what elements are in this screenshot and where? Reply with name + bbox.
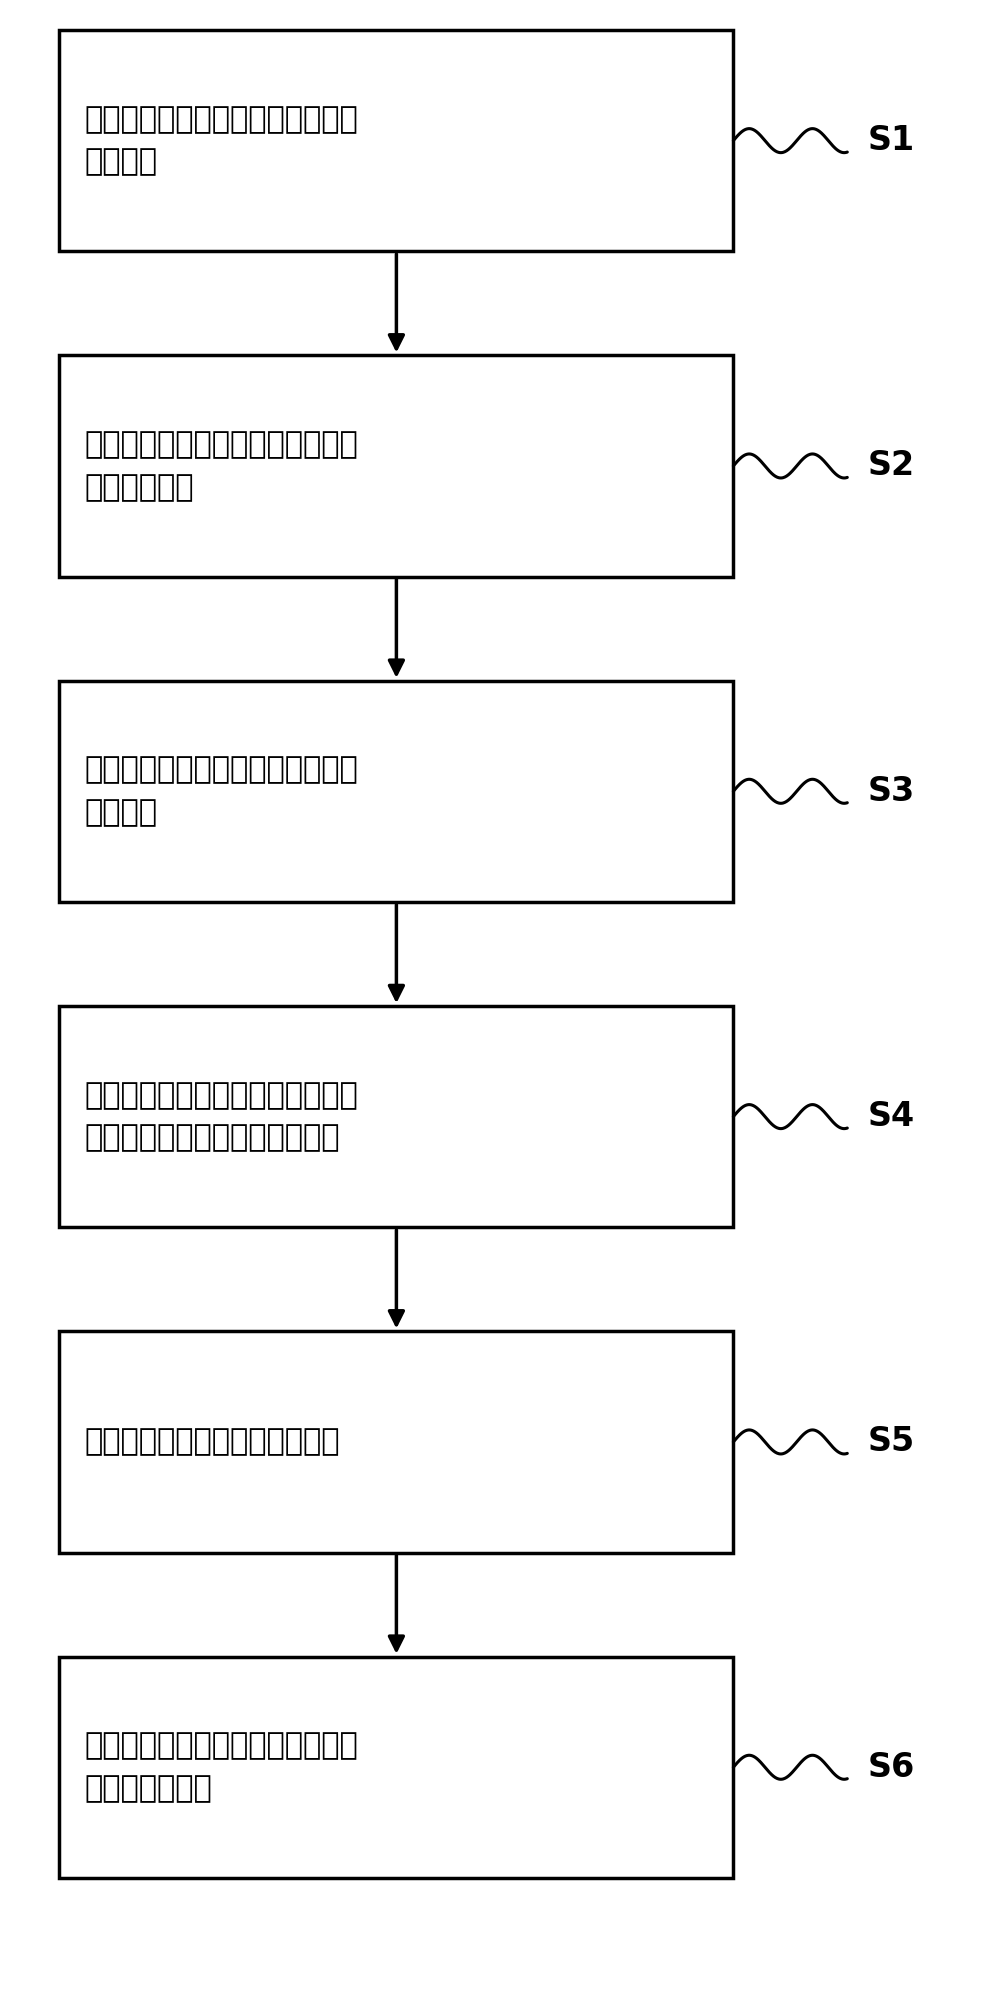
- Bar: [59, 30, 733, 252]
- Text: 验证进行同步数据时身份是否正确
环境是否安全: 验证进行同步数据时身份是否正确 环境是否安全: [84, 430, 358, 503]
- Text: S1: S1: [867, 124, 915, 156]
- Text: 接收新的同步数据后自动判定数据
的重要性并删除之前的无用数据: 接收新的同步数据后自动判定数据 的重要性并删除之前的无用数据: [84, 1081, 358, 1153]
- Text: S3: S3: [867, 775, 915, 807]
- Text: S6: S6: [867, 1752, 915, 1784]
- Text: 对损坏数据进行检测对比，检测数
据损坏地点位置: 对损坏数据进行检测对比，检测数 据损坏地点位置: [84, 1732, 358, 1804]
- Text: 进行同步时维持新数据的接收进行
实时同步: 进行同步时维持新数据的接收进行 实时同步: [84, 755, 358, 827]
- Text: S4: S4: [867, 1101, 915, 1133]
- Bar: [59, 681, 733, 903]
- Bar: [59, 1007, 733, 1227]
- Text: 实现备用数据与现有数据的对接: 实现备用数据与现有数据的对接: [84, 1427, 340, 1455]
- Bar: [59, 1331, 733, 1554]
- Bar: [59, 356, 733, 577]
- Text: S5: S5: [867, 1425, 915, 1457]
- Bar: [59, 1658, 733, 1878]
- Text: S2: S2: [867, 450, 915, 482]
- Text: 检测需要同步的数据是否完整能够
进行同步: 检测需要同步的数据是否完整能够 进行同步: [84, 104, 358, 176]
